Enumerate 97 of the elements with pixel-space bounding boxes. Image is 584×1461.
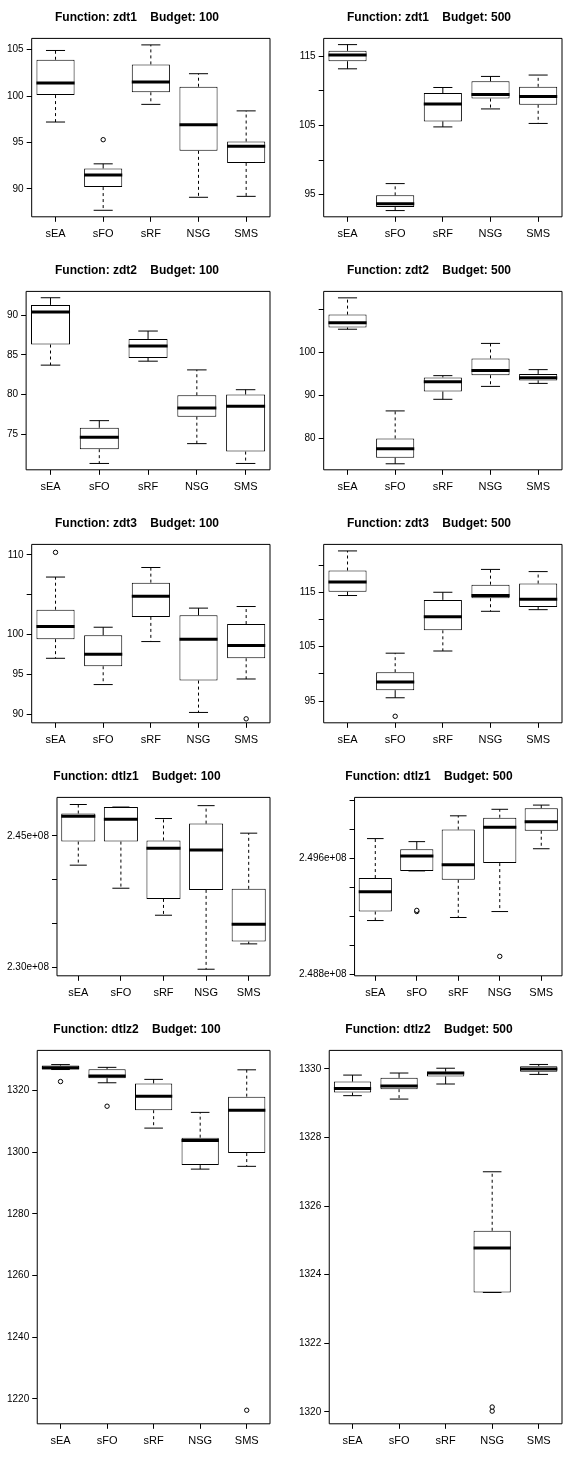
y-tick-label: 1322: [299, 1336, 322, 1348]
chart-title: Function: zdt3 Budget: 100: [55, 515, 220, 530]
x-tick-label: sFO: [96, 1434, 118, 1447]
x-tick-label: sEA: [68, 986, 90, 999]
chart-title: Function: zdt3 Budget: 500: [347, 515, 512, 530]
chart-title: Function: dtlz2 Budget: 100: [53, 1021, 221, 1036]
y-tick-label: 95: [12, 667, 25, 679]
chart-title: Function: zdt2 Budget: 500: [347, 262, 512, 277]
y-tick-label: 90: [7, 308, 19, 320]
chart-title: Function: zdt1 Budget: 100: [55, 9, 220, 24]
x-tick-label: NSG: [487, 986, 512, 999]
y-tick-label: 90: [12, 707, 25, 719]
x-tick-label: sEA: [45, 733, 67, 746]
x-tick-label: sFO: [384, 227, 407, 240]
y-tick-label: 100: [7, 628, 25, 640]
x-tick-label: SMS: [234, 227, 259, 240]
x-tick-label: NSG: [478, 733, 503, 746]
y-tick-label: 80: [7, 388, 19, 400]
y-tick-label: 105: [299, 119, 317, 131]
y-tick-label: 95: [12, 136, 25, 148]
x-tick-label: sRF: [137, 480, 159, 493]
x-tick-label: NSG: [478, 227, 503, 240]
y-tick-label: 1320: [7, 1084, 30, 1096]
y-tick-label: 100: [299, 346, 317, 358]
x-tick-label: sEA: [365, 986, 387, 999]
y-tick-label: 95: [304, 694, 317, 706]
y-tick-label: 1240: [7, 1330, 30, 1342]
x-tick-label: NSG: [194, 986, 219, 999]
chart-title: Function: dtlz2 Budget: 500: [345, 1021, 513, 1036]
x-tick-label: sRF: [140, 733, 162, 746]
x-tick-label: sEA: [342, 1434, 364, 1447]
y-tick-label: 1300: [7, 1145, 30, 1157]
x-tick-label: SMS: [234, 1434, 259, 1447]
y-tick-label: 80: [304, 432, 317, 444]
x-tick-label: sFO: [88, 480, 111, 493]
x-tick-label: sFO: [388, 1434, 410, 1447]
x-tick-label: SMS: [236, 986, 261, 999]
chart-title: Function: zdt1 Budget: 500: [347, 9, 512, 24]
x-tick-label: NSG: [186, 227, 211, 240]
x-tick-label: sEA: [50, 1434, 72, 1447]
x-tick-label: sFO: [92, 733, 115, 746]
x-tick-label: NSG: [188, 1434, 213, 1447]
y-tick-label: 2.496e+08: [298, 852, 347, 864]
x-tick-label: sEA: [337, 480, 359, 493]
y-tick-label: 85: [7, 348, 19, 360]
x-tick-label: sRF: [153, 986, 174, 999]
x-tick-label: SMS: [526, 480, 551, 493]
x-tick-label: SMS: [526, 227, 551, 240]
x-tick-label: NSG: [480, 1434, 505, 1447]
x-tick-label: sRF: [143, 1434, 164, 1447]
x-tick-label: sFO: [384, 480, 407, 493]
y-tick-label: 115: [299, 586, 317, 598]
y-tick-label: 1260: [7, 1269, 30, 1281]
y-tick-label: 75: [7, 427, 19, 439]
x-tick-label: NSG: [186, 733, 211, 746]
x-tick-label: sEA: [45, 227, 67, 240]
y-tick-label: 1324: [299, 1268, 322, 1280]
y-tick-label: 100: [7, 89, 25, 101]
x-tick-label: sFO: [110, 986, 132, 999]
x-tick-label: sRF: [432, 480, 454, 493]
x-tick-label: sRF: [435, 1434, 456, 1447]
y-tick-label: 1320: [299, 1405, 322, 1417]
x-tick-label: sFO: [92, 227, 115, 240]
x-tick-label: sRF: [432, 227, 454, 240]
y-tick-label: 110: [7, 548, 25, 560]
chart-title: Function: dtlz1 Budget: 500: [345, 768, 513, 783]
y-tick-label: 1328: [299, 1131, 322, 1143]
x-tick-label: sEA: [40, 480, 62, 493]
y-tick-label: 1280: [7, 1207, 30, 1219]
y-tick-label: 90: [12, 182, 25, 194]
y-tick-label: 105: [299, 640, 317, 652]
x-tick-label: SMS: [526, 1434, 551, 1447]
x-tick-label: NSG: [184, 480, 209, 493]
x-tick-label: NSG: [478, 480, 503, 493]
x-tick-label: SMS: [526, 733, 551, 746]
x-tick-label: sFO: [384, 733, 407, 746]
y-tick-label: 95: [304, 188, 317, 200]
x-tick-label: sEA: [337, 733, 359, 746]
chart-title: Function: dtlz1 Budget: 100: [53, 768, 221, 783]
x-tick-label: SMS: [233, 480, 258, 493]
y-tick-label: 1330: [299, 1062, 322, 1074]
y-tick-label: 90: [304, 389, 317, 401]
x-tick-label: SMS: [529, 986, 554, 999]
y-tick-label: 1220: [7, 1392, 30, 1404]
y-tick-label: 115: [299, 50, 317, 62]
y-tick-label: 105: [7, 43, 25, 55]
x-tick-label: sFO: [406, 986, 428, 999]
y-tick-label: 2.488e+08: [298, 968, 347, 980]
x-tick-label: sRF: [432, 733, 454, 746]
x-tick-label: sRF: [140, 227, 162, 240]
y-tick-label: 2.30e+08: [6, 961, 50, 973]
chart-title: Function: zdt2 Budget: 100: [55, 262, 220, 277]
x-tick-label: sRF: [448, 986, 469, 999]
y-tick-label: 1326: [299, 1199, 322, 1211]
y-tick-label: 2.45e+08: [6, 829, 50, 841]
x-tick-label: SMS: [234, 733, 259, 746]
x-tick-label: sEA: [337, 227, 359, 240]
